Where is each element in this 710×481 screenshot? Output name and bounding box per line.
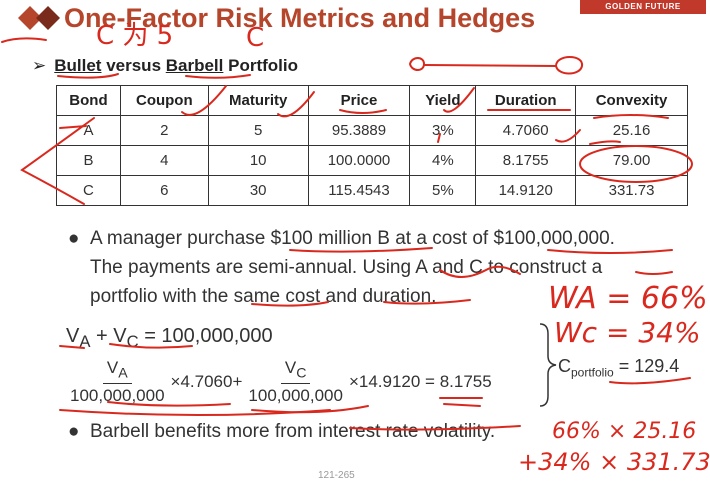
times-14912: ×14.9120 = 8.1755 [348,372,492,392]
equation-cost: VA + VC = 100,000,000 [66,325,273,351]
header-convexity: Convexity [575,85,688,116]
bullet1-line2: The payments are semi-annual. Using A an… [90,257,603,278]
bullet-dot-icon: ● [68,421,80,442]
subtitle: ➢ Bullet versus Barbell Portfolio [32,56,298,76]
header-duration: Duration [475,85,577,116]
header-price: Price [307,85,411,116]
table-cell: 95.3889 [307,115,411,146]
title-diamond-icon [18,6,60,30]
bond-table: Bond Coupon Maturity Price Yield Duratio… [56,85,688,206]
table-row: B 4 10 100.0000 4% 8.1755 79.00 [56,145,688,176]
table-cell: 4 [119,145,209,176]
handwriting-calc1: 66% × 25.16 [552,419,696,444]
table-cell: 4% [409,145,477,176]
frac-den-1: 100,000,000 [70,386,165,406]
subtitle-barbell: Barbell [165,56,224,75]
fraction-va: VA 100,000,000 [66,358,169,406]
subtitle-portfolio: Portfolio [223,56,298,75]
table-cell: 2 [119,115,209,146]
bullet1-line1: A manager purchase $100 million B at a c… [90,228,615,249]
table-cell: 6 [119,175,209,206]
logo: GOLDEN FUTURE [580,0,706,14]
right-brace-icon [539,323,557,407]
cport-label: C [558,356,571,376]
table-header-row: Bond Coupon Maturity Price Yield Duratio… [56,85,688,116]
table-cell: 79.00 [575,145,688,176]
arrow-bullet-icon: ➢ [32,56,47,75]
frac-num-vc: V [284,358,297,377]
table-cell: 14.9120 [475,175,577,206]
table-cell: 331.73 [575,175,688,206]
frac-den-2: 100,000,000 [248,386,343,406]
table-cell: B [56,145,121,176]
frac-num-vc-sub: C [296,365,307,382]
portfolio-convexity: Cportfolio = 129.4 [558,356,679,380]
table-cell: 3% [409,115,477,146]
handwriting-wc: Wc = 34% [554,316,701,349]
page-title: One-Factor Risk Metrics and Hedges [64,3,536,33]
bullet-barbell-benefits: ● Barbell benefits more from interest rat… [68,421,495,443]
table-cell: 4.7060 [475,115,577,146]
bullet-dot-icon: ● [68,228,80,249]
subtitle-bullet: Bullet [54,56,102,75]
equation-duration: VA 100,000,000 ×4.7060+ VC 100,000,000 ×… [64,358,492,406]
bullet1-line3: portfolio with the same cost and duratio… [90,286,437,307]
table-row: C 6 30 115.4543 5% 14.9120 331.73 [56,175,688,206]
handwriting-calc2: +34% × 331.73 [518,448,710,476]
table-cell: 30 [207,175,309,206]
fraction-vc: VC 100,000,000 [244,358,347,406]
times-4706: ×4.7060+ [170,372,243,392]
subtitle-versus: versus [101,56,166,75]
bullet-manager-purchase: ● A manager purchase $100 million B at a … [68,224,678,311]
cport-value: = 129.4 [618,356,680,376]
table-cell: 5% [409,175,477,206]
table-cell: 25.16 [575,115,688,146]
cport-sub: portfolio [571,365,614,380]
table-cell: 5 [207,115,309,146]
header-yield: Yield [409,85,477,116]
header-maturity: Maturity [207,85,309,116]
page-number: 121-265 [318,470,355,481]
frac-num-va-sub: A [118,365,128,382]
table-cell: 115.4543 [307,175,411,206]
header-bond: Bond [56,85,121,116]
table-cell: 10 [207,145,309,176]
table-row: A 2 5 95.3889 3% 4.7060 25.16 [56,115,688,146]
frac-num-va: V [106,358,119,377]
table-cell: 8.1755 [475,145,577,176]
bullet2-text: Barbell benefits more from interest rate… [90,421,496,442]
table-cell: C [56,175,121,206]
header-coupon: Coupon [119,85,209,116]
table-cell: 100.0000 [307,145,411,176]
table-cell: A [56,115,121,146]
